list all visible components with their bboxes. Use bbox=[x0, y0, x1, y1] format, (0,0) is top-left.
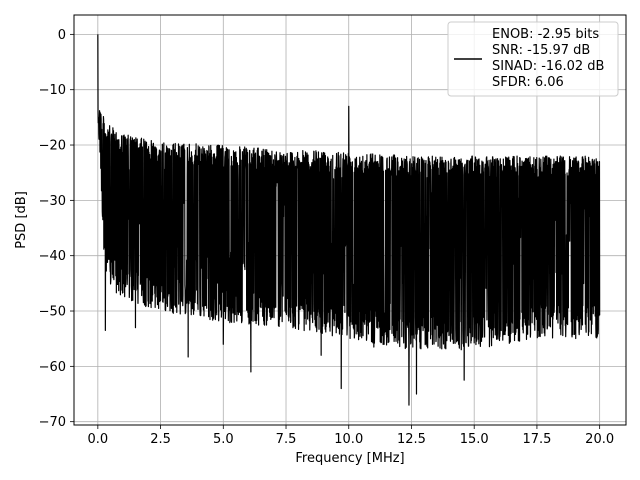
x-tick-label: 7.5 bbox=[276, 432, 297, 447]
y-axis-label: PSD [dB] bbox=[14, 191, 29, 249]
y-tick-label: −30 bbox=[39, 194, 66, 209]
y-tick-label: −50 bbox=[39, 305, 66, 320]
psd-series-line bbox=[97, 34, 601, 406]
y-tick-label: −40 bbox=[39, 249, 66, 264]
plot-area bbox=[97, 34, 601, 406]
y-tick-label: 0 bbox=[58, 28, 66, 43]
x-tick-label: 10.0 bbox=[334, 432, 363, 447]
y-tick-label: −60 bbox=[39, 360, 66, 375]
legend-box bbox=[447, 21, 619, 97]
legend-entry: SNR: -15.97 dB bbox=[492, 43, 590, 58]
x-axis-label: Frequency [MHz] bbox=[295, 451, 404, 466]
x-tick-label: 15.0 bbox=[460, 432, 489, 447]
x-tick-label: 17.5 bbox=[522, 432, 551, 447]
x-tick-label: 12.5 bbox=[397, 432, 426, 447]
y-tick-label: −20 bbox=[39, 139, 66, 154]
x-tick-label: 20.0 bbox=[585, 432, 614, 447]
x-tick-label: 5.0 bbox=[213, 432, 234, 447]
legend-entry: ENOB: -2.95 bits bbox=[492, 27, 599, 42]
y-tick-label: −10 bbox=[39, 83, 66, 98]
legend-entry: SINAD: -16.02 dB bbox=[492, 59, 604, 74]
axis-ticks: 0.0 2.5 5.0 7.5 10.0 12.5 15.0 17.5 20.0 0 −10 −20 −… bbox=[39, 28, 615, 447]
x-tick-label: 2.5 bbox=[150, 432, 171, 447]
y-tick-label: −70 bbox=[39, 415, 66, 430]
x-tick-label: 0.0 bbox=[87, 432, 108, 447]
legend-entry: SFDR: 6.06 bbox=[492, 75, 564, 90]
axes-frame bbox=[73, 14, 627, 426]
